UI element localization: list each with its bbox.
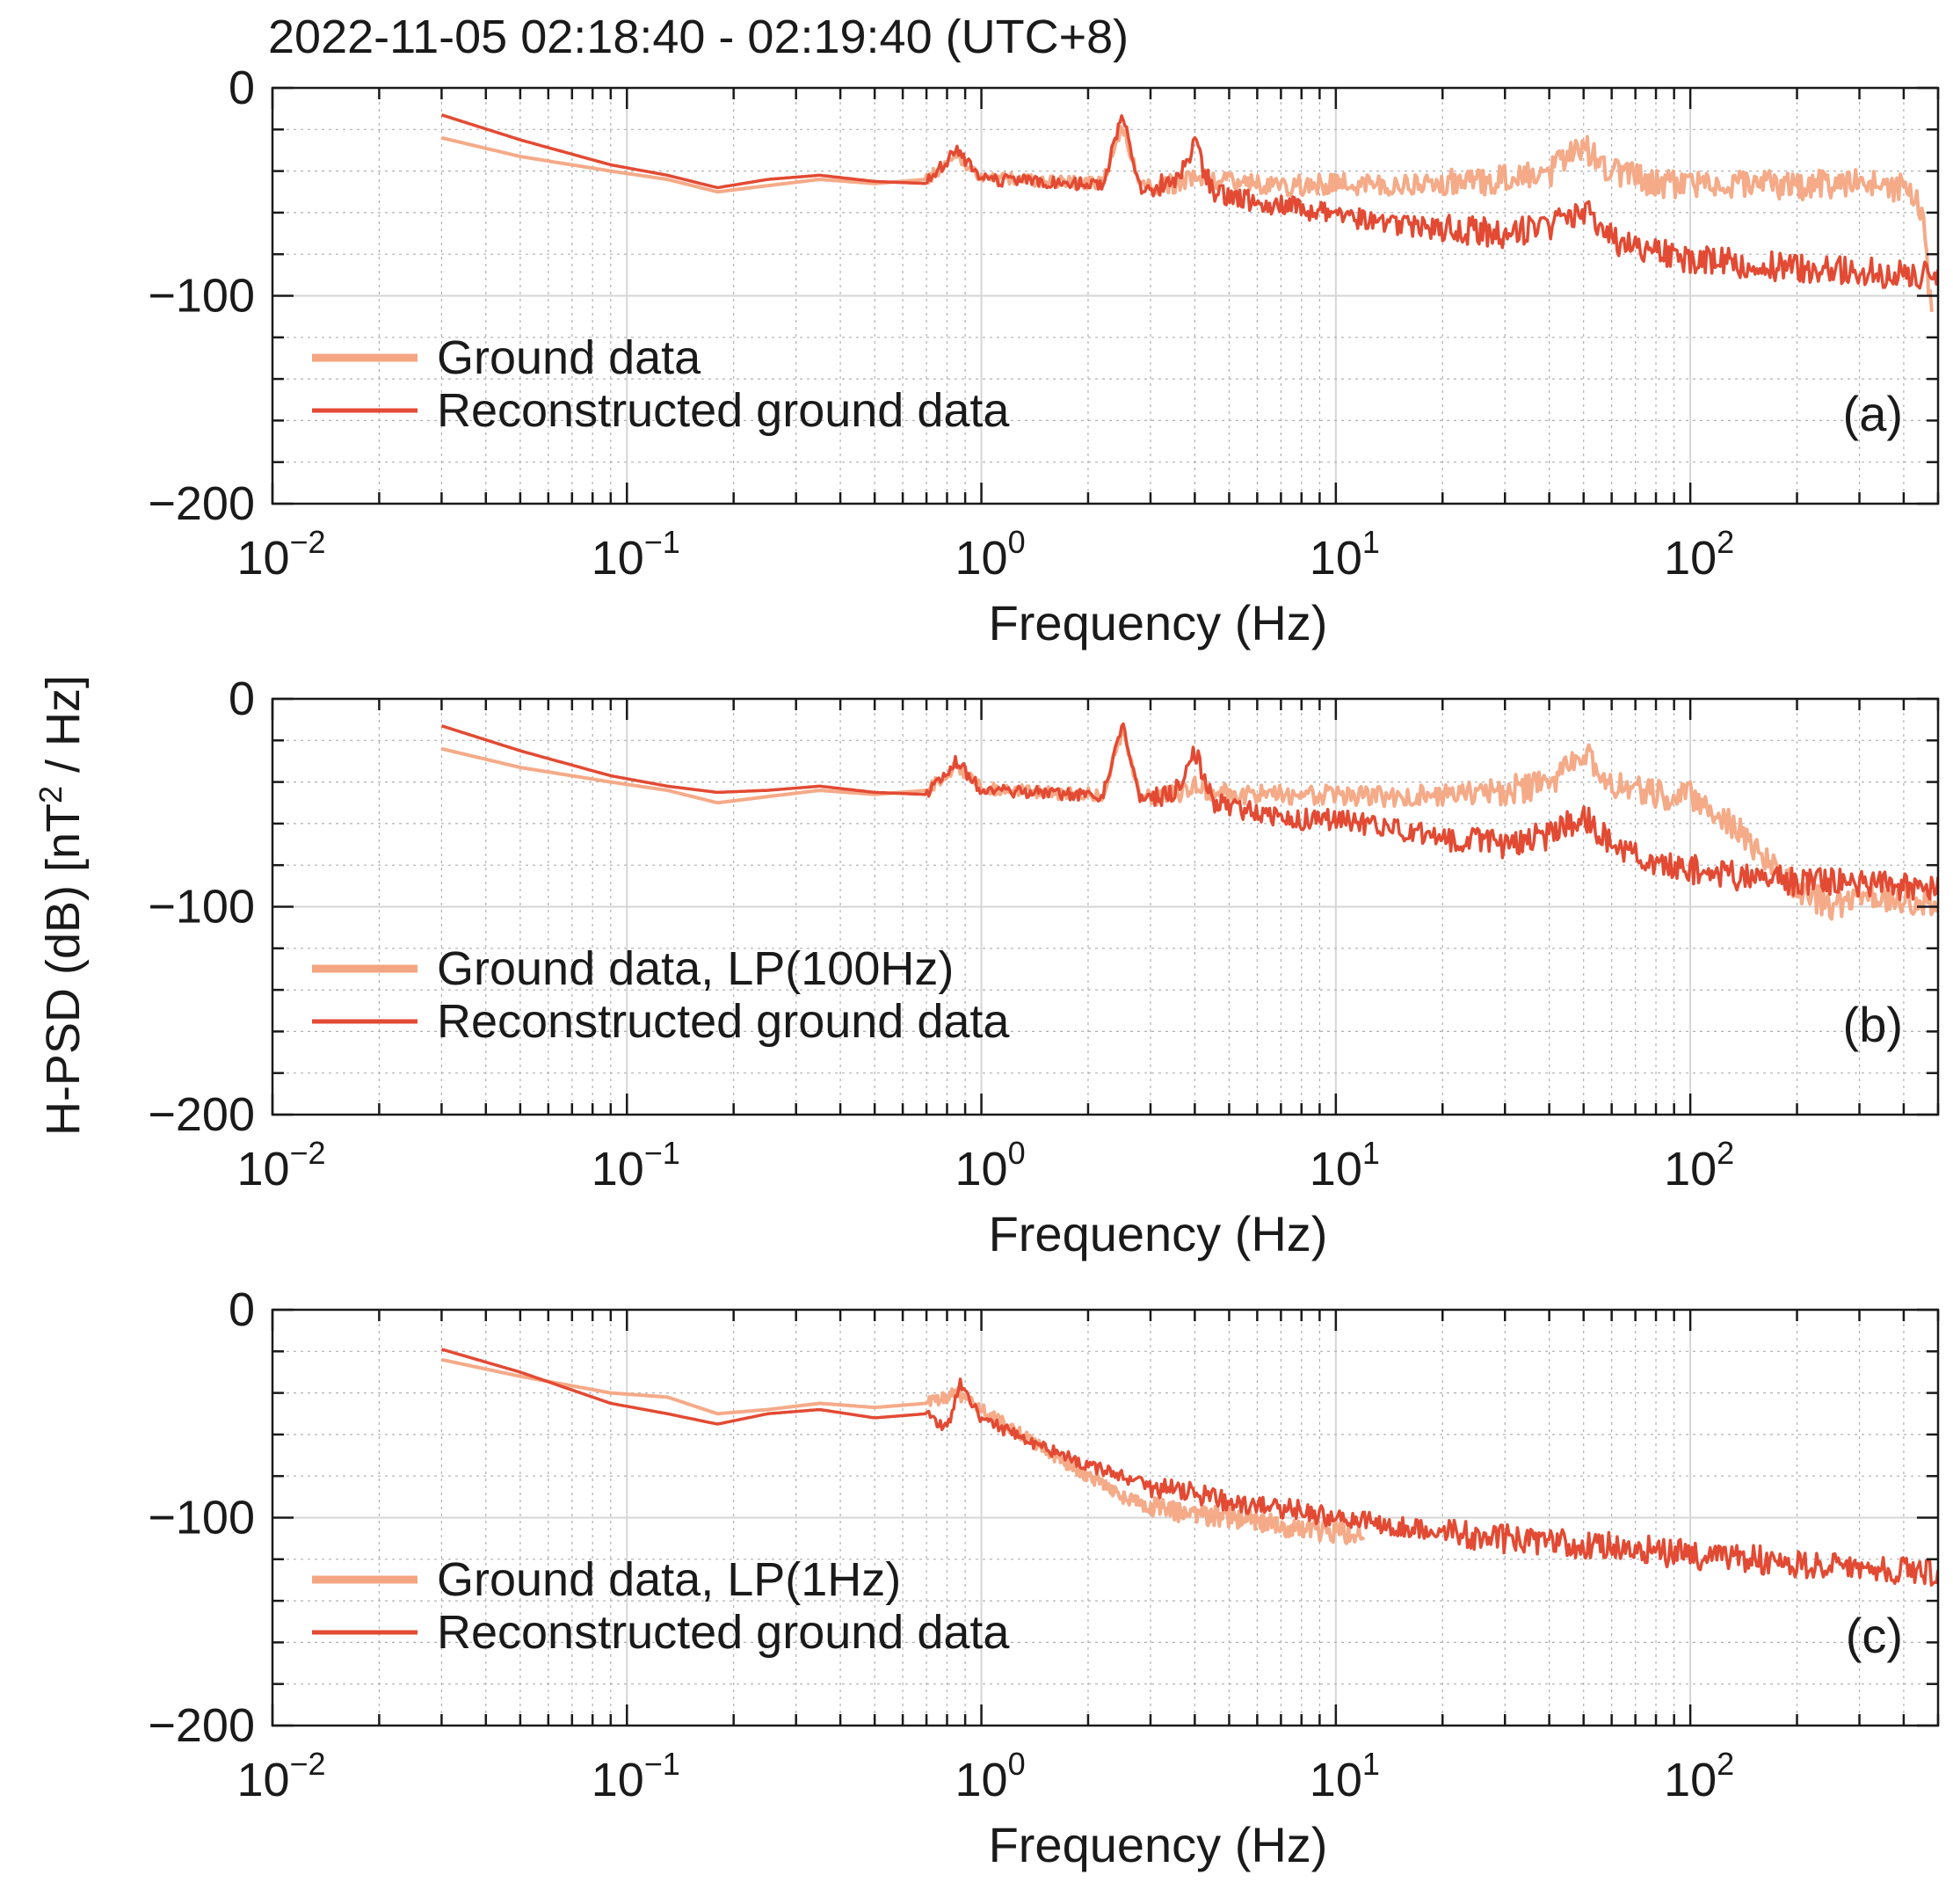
x-tick-base: 10 [236, 1754, 289, 1806]
y-tick-label: −100 [148, 881, 255, 934]
x-tick-label: 10−2 [236, 524, 325, 585]
y-ticks [272, 1308, 1938, 1727]
x-tick-base: 10 [955, 1143, 1008, 1195]
series-line-ground [440, 1357, 1366, 1545]
y-axis-title-sup: 2 [33, 786, 69, 803]
plot-area [440, 1348, 1938, 1588]
x-ticks [271, 88, 1940, 504]
x-tick-base: 10 [1664, 1143, 1717, 1195]
legend-label-ground: Ground data, LP(100Hz) [437, 942, 954, 995]
y-tick-label: 0 [229, 62, 255, 114]
x-tick-exponent: 0 [1008, 1135, 1026, 1171]
x-tick-exponent: 1 [1362, 1135, 1380, 1171]
x-tick-exponent: 2 [1717, 1135, 1734, 1171]
legend-label-reconstructed: Reconstructed ground data [437, 384, 1010, 437]
x-tick-base: 10 [1310, 1754, 1362, 1806]
legend-label-ground: Ground data [437, 331, 701, 384]
x-tick-exponent: −1 [644, 1135, 680, 1171]
x-tick-exponent: 2 [1717, 1746, 1734, 1782]
legend-label-reconstructed: Reconstructed ground data [437, 995, 1010, 1048]
series-line-ground [440, 124, 1934, 312]
x-tick-base: 10 [955, 1754, 1008, 1806]
legend-label-ground: Ground data, LP(1Hz) [437, 1553, 901, 1606]
series-line-reconstructed [440, 1348, 1938, 1588]
x-tick-label: 101 [1310, 1746, 1380, 1806]
x-tick-label: 10−1 [592, 1746, 680, 1806]
x-axis-title: Frequency (Hz) [989, 1206, 1328, 1261]
x-tick-label: 10−1 [592, 1135, 680, 1195]
x-tick-label: 101 [1310, 524, 1380, 585]
y-tick-label: −100 [148, 1492, 255, 1544]
x-tick-label: 100 [955, 1746, 1026, 1806]
figure-title: 2022-11-05 02:18:40 - 02:19:40 (UTC+8) [268, 11, 1129, 63]
x-tick-base: 10 [1310, 1143, 1362, 1195]
y-tick-label: −200 [148, 1699, 255, 1752]
x-tick-label: 102 [1664, 1135, 1734, 1195]
x-tick-label: 10−2 [236, 1746, 325, 1806]
y-tick-label: 0 [229, 1283, 255, 1336]
x-tick-exponent: −2 [290, 524, 326, 560]
x-tick-exponent: 1 [1362, 524, 1380, 560]
grid [272, 88, 1939, 504]
panel-tag: (b) [1843, 997, 1903, 1052]
x-tick-exponent: 1 [1362, 1746, 1380, 1782]
plot-area [440, 113, 1938, 312]
x-axis-title: Frequency (Hz) [989, 1817, 1328, 1872]
x-tick-base: 10 [592, 1754, 644, 1806]
x-tick-base: 10 [1664, 532, 1717, 585]
x-tick-base: 10 [236, 1143, 289, 1195]
x-tick-label: 102 [1664, 524, 1734, 585]
panel-tag: (c) [1846, 1608, 1903, 1663]
x-tick-base: 10 [236, 532, 289, 585]
x-tick-exponent: −2 [290, 1746, 326, 1782]
y-tick-label: −100 [148, 270, 255, 323]
x-tick-base: 10 [1664, 1754, 1717, 1806]
y-ticks [272, 697, 1938, 1116]
grid [272, 699, 1939, 1115]
x-tick-exponent: −1 [644, 1746, 680, 1782]
y-tick-label: −200 [148, 1088, 255, 1141]
legend-label-reconstructed: Reconstructed ground data [437, 1606, 1010, 1659]
x-ticks [271, 1310, 1940, 1726]
y-axis-title-suffix: / Hz] [37, 675, 90, 786]
series-line-reconstructed [440, 113, 1938, 290]
x-tick-exponent: −1 [644, 524, 680, 560]
x-tick-label: 101 [1310, 1135, 1380, 1195]
series-line-ground [440, 726, 1938, 921]
x-tick-base: 10 [955, 532, 1008, 585]
y-axis-title-prefix: H-PSD (dB) [nT [37, 803, 90, 1136]
x-tick-label: 102 [1664, 1746, 1734, 1806]
plot-area [440, 722, 1938, 921]
y-ticks [272, 86, 1938, 505]
legend: Ground data, LP(1Hz)Reconstructed ground… [312, 1553, 1010, 1659]
x-axis-title: Frequency (Hz) [989, 595, 1328, 650]
legend: Ground data, LP(100Hz)Reconstructed grou… [312, 942, 1010, 1048]
x-tick-exponent: 2 [1717, 524, 1734, 560]
x-ticks [271, 699, 1940, 1115]
x-tick-exponent: 0 [1008, 524, 1026, 560]
x-tick-base: 10 [592, 532, 644, 585]
x-tick-base: 10 [1310, 532, 1362, 585]
x-tick-label: 100 [955, 1135, 1026, 1195]
x-tick-label: 10−2 [236, 1135, 325, 1195]
x-tick-exponent: 0 [1008, 1746, 1026, 1782]
x-tick-label: 100 [955, 524, 1026, 585]
y-tick-label: −200 [148, 477, 255, 530]
y-tick-label: 0 [229, 672, 255, 725]
shared-y-axis-title: H-PSD (dB) [nT2 / Hz] [33, 675, 90, 1136]
panel-tag: (a) [1843, 386, 1903, 441]
series-line-reconstructed [440, 722, 1938, 902]
x-tick-base: 10 [592, 1143, 644, 1195]
x-tick-label: 10−1 [592, 524, 680, 585]
x-tick-exponent: −2 [290, 1135, 326, 1171]
